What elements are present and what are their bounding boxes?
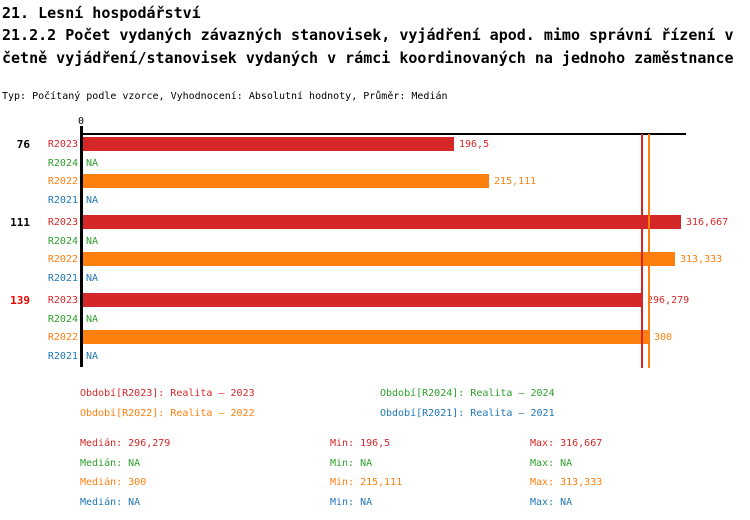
bar-value-label: 296,279 — [647, 295, 690, 306]
bar-value-label: 313,333 — [680, 254, 723, 265]
stat-median-r2024: Medián: NA — [80, 457, 141, 469]
bar — [83, 174, 489, 188]
indicator-title-line-2: četně vyjádření/stanovisek vydaných v rá… — [2, 49, 734, 67]
section-title: 21. Lesní hospodářství — [2, 4, 201, 22]
stat-max-r2024: Max: NA — [530, 457, 573, 469]
bar-na-label: NA — [86, 235, 99, 247]
bar-na-label: NA — [86, 194, 99, 206]
legend-item-r2021: Období[R2021]: Realita – 2021 — [380, 408, 555, 419]
stat-max-r2021: Max: NA — [530, 497, 573, 509]
bar-row-label: R2024 — [47, 157, 78, 169]
median-reference-line — [648, 134, 651, 368]
x-axis-line — [80, 133, 686, 135]
indicator-title-line-1: 21.2.2 Počet vydaných závazných stanovis… — [2, 26, 734, 44]
bar-row-label: R2021 — [47, 194, 78, 206]
bar-row-label: R2022 — [47, 254, 78, 265]
stat-median-r2021: Medián: NA — [80, 497, 141, 509]
stat-min-r2022: Min: 215,111 — [330, 477, 403, 489]
stat-min-r2021: Min: NA — [330, 497, 373, 509]
bar-row-label: R2022 — [47, 332, 78, 343]
bar-row-label: R2021 — [47, 272, 78, 284]
bar-row-label: R2024 — [47, 313, 78, 325]
bar — [83, 215, 681, 229]
chart-meta-info: Typ: Počítaný podle vzorce, Vyhodnocení:… — [2, 91, 448, 102]
bar-row-label: R2023 — [47, 139, 78, 150]
bar-row-label: R2021 — [47, 350, 78, 362]
bar — [83, 252, 675, 266]
stat-median-r2023: Medián: 296,279 — [80, 438, 171, 449]
bar-value-label: 196,5 — [459, 139, 490, 150]
legend-item-r2023: Období[R2023]: Realita – 2023 — [80, 388, 255, 399]
bar-row-label: R2024 — [47, 235, 78, 247]
stat-max-r2022: Max: 313,333 — [530, 477, 603, 489]
bar-na-label: NA — [86, 313, 99, 325]
group-label: 76 — [16, 138, 30, 151]
bar-na-label: NA — [86, 272, 99, 284]
bar-na-label: NA — [86, 350, 99, 362]
stat-median-r2022: Medián: 300 — [80, 477, 147, 489]
bar-value-label: 316,667 — [686, 217, 729, 228]
x-axis-zero-tick-label: 0 — [77, 116, 85, 127]
bar-value-label: 300 — [654, 332, 673, 343]
legend-item-r2024: Období[R2024]: Realita – 2024 — [380, 388, 555, 399]
group-label: 111 — [10, 216, 30, 229]
stat-min-r2023: Min: 196,5 — [330, 438, 391, 449]
group-label: 139 — [10, 294, 30, 307]
bar-value-label: 215,111 — [494, 176, 537, 187]
stat-max-r2023: Max: 316,667 — [530, 438, 603, 449]
bar-row-label: R2023 — [47, 295, 78, 306]
bar-na-label: NA — [86, 157, 99, 169]
bar — [83, 293, 642, 307]
bar-row-label: R2023 — [47, 217, 78, 228]
bar — [83, 137, 454, 151]
bar — [83, 330, 649, 344]
y-axis-line — [80, 126, 83, 367]
legend-item-r2022: Období[R2022]: Realita – 2022 — [80, 408, 255, 419]
stat-min-r2024: Min: NA — [330, 457, 373, 469]
median-reference-line — [641, 134, 644, 368]
bar-row-label: R2022 — [47, 176, 78, 187]
